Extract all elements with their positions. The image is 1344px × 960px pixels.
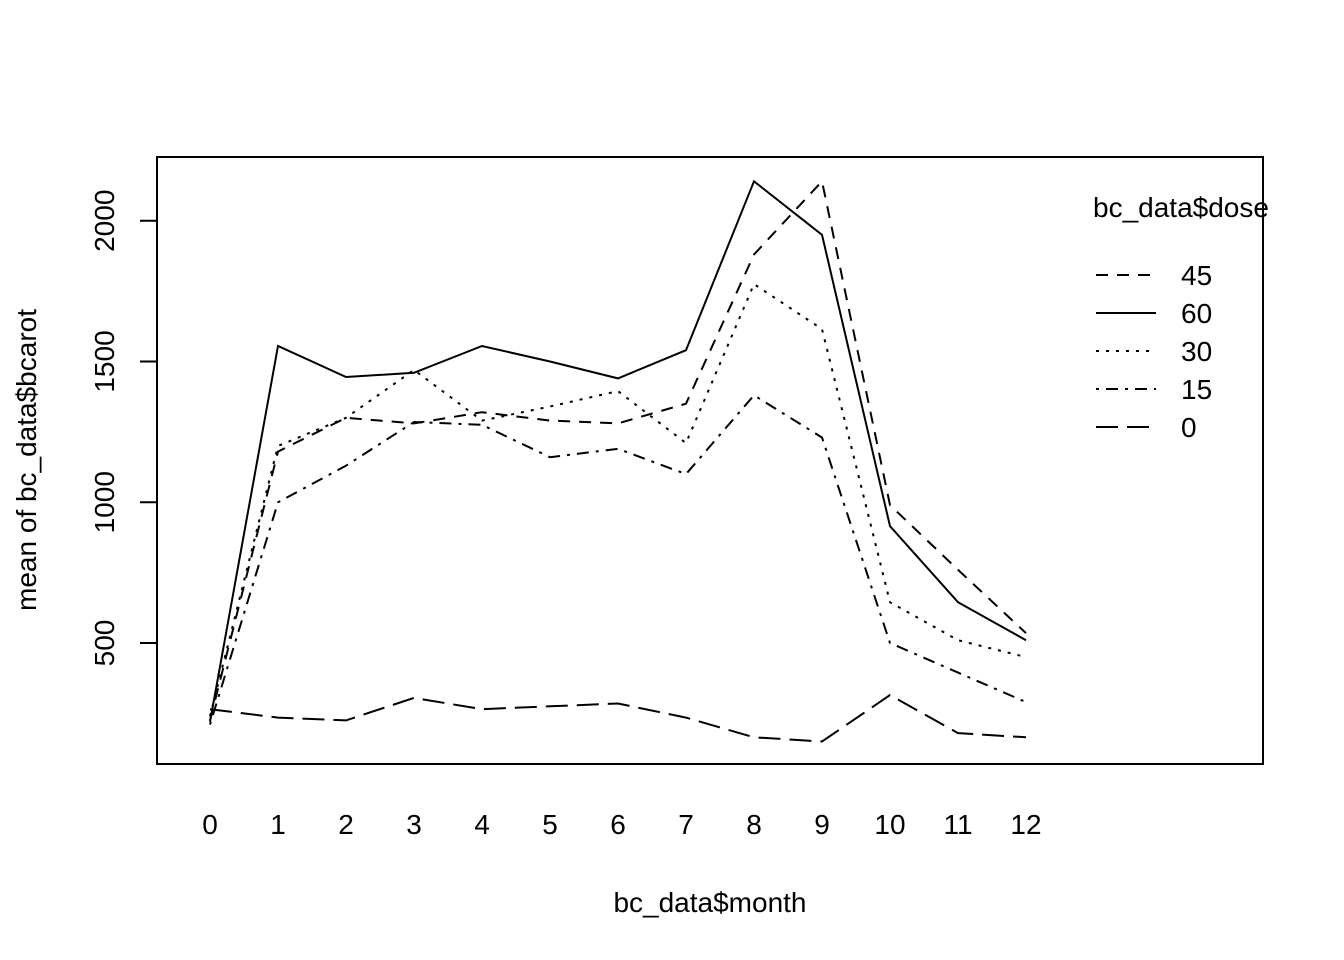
x-tick-label: 3 bbox=[406, 809, 422, 840]
y-tick-label: 1000 bbox=[89, 471, 120, 533]
series-line-dose-0 bbox=[209, 693, 1027, 743]
series-line-dose-45 bbox=[209, 179, 1027, 721]
x-tick-label: 8 bbox=[746, 809, 762, 840]
x-tick-label: 0 bbox=[202, 809, 218, 840]
legend: bc_data$dose 45 60 30 15 0 bbox=[1093, 192, 1269, 443]
legend-label-dose-60: 60 bbox=[1181, 298, 1212, 329]
y-axis: 500 1000 1500 2000 bbox=[89, 190, 157, 667]
legend-label-dose-15: 15 bbox=[1181, 374, 1212, 405]
series-layer bbox=[209, 179, 1027, 743]
legend-label-dose-30: 30 bbox=[1181, 336, 1212, 367]
series-line-dose-60 bbox=[209, 179, 1027, 722]
legend-label-dose-45: 45 bbox=[1181, 260, 1212, 291]
y-tick-label: 1500 bbox=[89, 330, 120, 392]
x-axis: 0 1 2 3 4 5 6 7 8 9 10 11 12 bbox=[202, 809, 1041, 840]
y-tick-label: 2000 bbox=[89, 190, 120, 252]
plot-frame bbox=[156, 156, 1264, 765]
legend-label-dose-0: 0 bbox=[1181, 412, 1197, 443]
series-line-dose-30 bbox=[209, 282, 1027, 717]
legend-title: bc_data$dose bbox=[1093, 192, 1269, 223]
x-tick-label: 7 bbox=[678, 809, 694, 840]
y-axis-title: mean of bc_data$bcarot bbox=[11, 309, 42, 611]
x-tick-label: 11 bbox=[943, 809, 972, 840]
x-tick-label: 1 bbox=[270, 809, 286, 840]
x-tick-label: 5 bbox=[542, 809, 558, 840]
x-axis-title: bc_data$month bbox=[613, 887, 806, 918]
x-tick-label: 2 bbox=[338, 809, 354, 840]
x-tick-label: 4 bbox=[474, 809, 490, 840]
series-line-dose-15 bbox=[209, 393, 1027, 725]
x-tick-label: 10 bbox=[874, 809, 905, 840]
x-tick-label: 6 bbox=[610, 809, 626, 840]
x-tick-label: 9 bbox=[814, 809, 830, 840]
x-tick-label: 12 bbox=[1010, 809, 1041, 840]
y-tick-label: 500 bbox=[89, 620, 120, 667]
